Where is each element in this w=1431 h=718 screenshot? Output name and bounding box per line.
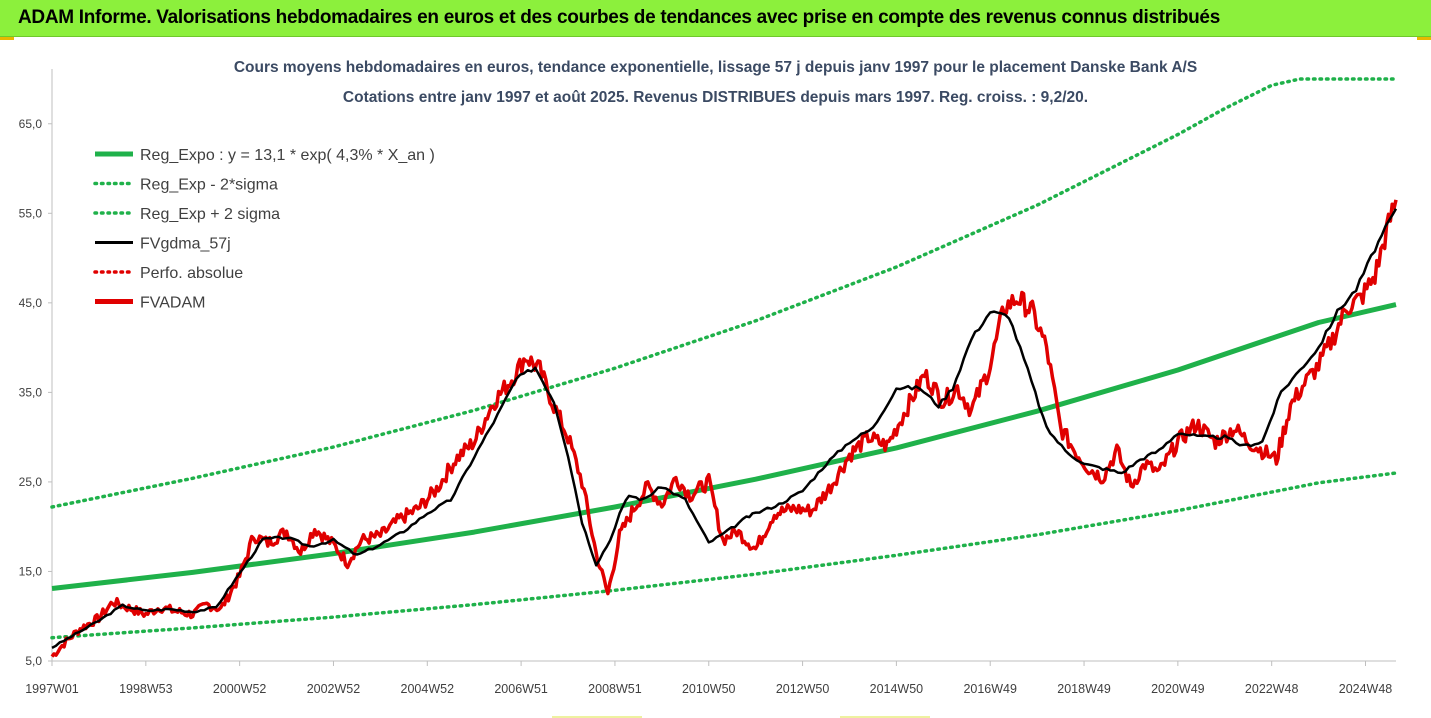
y-tick-label: 15,0 (19, 564, 43, 578)
x-tick-label: 2010W50 (682, 682, 736, 696)
y-tick-label: 65,0 (19, 117, 43, 131)
chart-subtitle: Cotations entre janv 1997 et août 2025. … (342, 89, 1089, 106)
x-tick-label: 2000W52 (213, 682, 267, 696)
y-tick-label: 5,0 (25, 654, 42, 668)
y-tick-label: 25,0 (19, 475, 43, 489)
series-line-fvgdma-57j (51, 208, 1398, 650)
legend-label: FVgdma_57j (140, 236, 231, 253)
x-tick-label: 2018W49 (1057, 682, 1111, 696)
report-banner: ADAM Informe. Valorisations hebdomadaire… (0, 0, 1431, 37)
x-tick-label: 1998W53 (119, 682, 173, 696)
y-tick-label: 35,0 (19, 385, 43, 399)
chart-title: Cours moyens hebdomadaires en euros, ten… (233, 59, 1198, 76)
corner-mark-left (0, 37, 14, 40)
legend-label: Reg_Expo : y = 13,1 * exp( 4,3% * X_an ) (140, 147, 435, 164)
line-chart: 5,0 15,0 25,0 35,0 45,0 55,0 65,0 1997W01 1998W5… (19, 69, 1398, 696)
series-line-reg-exp-2-sigma (50, 77, 1398, 509)
x-tick-label: 2008W51 (588, 682, 642, 696)
series-line-reg-expo-y-13-1-exp-4-3-x-an (51, 302, 1397, 591)
legend-label: Reg_Exp - 2*sigma (140, 177, 278, 194)
corner-mark-right (1417, 37, 1431, 40)
x-tick-label: 2012W50 (776, 682, 830, 696)
legend-label: FVADAM (140, 295, 205, 312)
x-tick-label: 2014W50 (870, 682, 924, 696)
y-tick-label: 55,0 (19, 206, 43, 220)
x-tick-label: 2022W48 (1245, 682, 1299, 696)
corner-mark-bottom-2 (840, 716, 930, 718)
x-tick-label: 2004W52 (401, 682, 455, 696)
y-tick-label: 45,0 (19, 296, 43, 310)
chart-area: Cours moyens hebdomadaires en euros, ten… (0, 37, 1431, 718)
series-line-reg-exp-2-sigma (50, 471, 1398, 640)
x-tick-label: 2006W51 (494, 682, 548, 696)
x-tick-label: 2002W52 (307, 682, 361, 696)
legend-label: Perfo. absolue (140, 265, 243, 282)
report-title: ADAM Informe. Valorisations hebdomadaire… (18, 7, 1220, 28)
x-tick-label: 2020W49 (1151, 682, 1205, 696)
series-line-fvadam (50, 199, 1398, 658)
x-tick-label: 1997W01 (25, 682, 79, 696)
x-tick-label: 2024W48 (1339, 682, 1393, 696)
corner-mark-bottom (552, 716, 642, 718)
legend-label: Reg_Exp + 2 sigma (140, 206, 280, 223)
x-tick-label: 2016W49 (963, 682, 1017, 696)
